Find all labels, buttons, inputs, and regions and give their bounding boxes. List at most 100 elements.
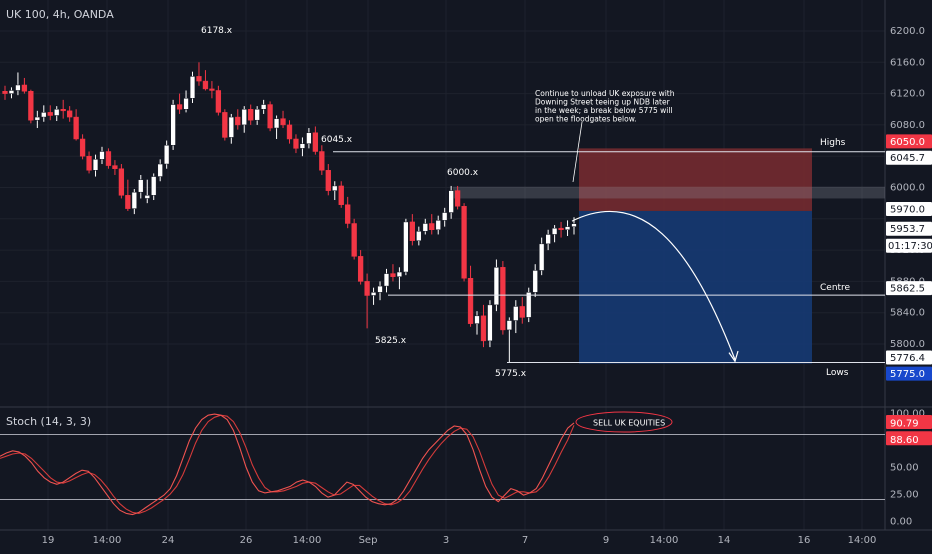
commentary-line: open the floodgates below. xyxy=(535,115,637,124)
stoch-tick-label: 50.00 xyxy=(890,463,919,474)
candle-body xyxy=(545,234,551,245)
candle-body xyxy=(176,104,183,110)
candle-body xyxy=(448,190,454,213)
candle-body xyxy=(416,231,422,241)
candle-body xyxy=(558,227,564,231)
candle-body xyxy=(493,267,500,306)
label-lows: Lows xyxy=(826,368,849,378)
projection-arrowhead xyxy=(728,350,739,363)
candle-body xyxy=(506,320,512,331)
candle-body xyxy=(474,315,480,324)
price-tag-text-p5775: 5775.0 xyxy=(890,369,925,380)
time-tick-label: 3 xyxy=(443,535,449,546)
candle-body xyxy=(325,170,331,191)
price-tag-p5775 xyxy=(886,366,932,381)
candle-body xyxy=(370,292,377,296)
candle-body xyxy=(332,185,338,191)
candle-body xyxy=(92,159,99,171)
candle-body xyxy=(293,138,299,149)
candle-body xyxy=(73,116,79,140)
candle-body xyxy=(396,271,403,277)
commentary-line: Continue to unload UK exposure with xyxy=(535,89,675,98)
price-tag-p5953 xyxy=(886,221,932,236)
candle-body xyxy=(125,195,131,209)
candle-body xyxy=(241,109,247,126)
candle-body xyxy=(183,98,189,110)
price-tag-text-p5862: 5862.5 xyxy=(890,284,925,295)
candle-body xyxy=(235,116,241,126)
price-tag-text-p5776: 5776.4 xyxy=(890,353,925,364)
time-tick-label: 26 xyxy=(240,535,253,546)
time-tick-label: 9 xyxy=(603,535,609,546)
candle-body xyxy=(86,155,92,171)
time-tick-label: 14:00 xyxy=(848,535,877,546)
stoch-tick-label: 100.00 xyxy=(890,409,925,420)
candle-body xyxy=(480,315,487,342)
time-tick-label: 14:00 xyxy=(650,535,679,546)
stoch-d-line xyxy=(0,414,575,514)
candle-body xyxy=(422,223,428,232)
time-tick-label: Sep xyxy=(359,535,378,546)
candle-body xyxy=(144,195,150,199)
candle-body xyxy=(435,220,441,231)
candle-body xyxy=(345,204,351,224)
stoch-tick-label: 25.00 xyxy=(890,490,919,501)
candle-body xyxy=(34,116,40,121)
target-zone xyxy=(579,210,812,364)
candle-body xyxy=(539,243,545,271)
candle-body xyxy=(131,191,137,209)
candle-body xyxy=(157,163,163,177)
candle-body xyxy=(377,285,383,293)
candle-body xyxy=(312,132,319,152)
price-tag-text-p6050: 6050.0 xyxy=(890,137,925,148)
projection-curve xyxy=(571,210,736,360)
candle-body xyxy=(467,278,474,324)
candle-body xyxy=(461,206,467,279)
time-tick-label: 7 xyxy=(522,535,528,546)
candle-body xyxy=(409,221,416,241)
candle-body xyxy=(286,124,293,140)
sell-zone xyxy=(579,148,812,211)
annotation-a6178: 6178.x xyxy=(201,26,233,36)
candle-body xyxy=(319,151,325,171)
label-highs: Highs xyxy=(820,138,846,148)
candle-body xyxy=(564,226,571,231)
candle-body xyxy=(357,256,364,282)
candle-body xyxy=(170,104,176,146)
candle-body xyxy=(383,273,390,287)
candle-body xyxy=(209,88,215,91)
candle-body xyxy=(60,109,66,112)
price-tick-label: 6000.0 xyxy=(890,183,925,194)
price-tick-label: 6160.0 xyxy=(890,57,925,68)
price-tag-text-p6045: 6045.7 xyxy=(890,153,925,164)
time-tick-label: 14 xyxy=(718,535,731,546)
candle-body xyxy=(267,104,273,129)
candle-body xyxy=(112,165,118,169)
label-centre: Centre xyxy=(820,283,851,293)
annotation-a5825: 5825.x xyxy=(375,336,407,346)
price-tick-label: 6080.0 xyxy=(890,120,925,131)
candle-body xyxy=(338,185,344,205)
time-tick-label: 19 xyxy=(42,535,55,546)
candle-body xyxy=(67,110,73,118)
candle-body xyxy=(15,84,21,91)
stoch-k-tag-text: 90.79 xyxy=(890,418,919,429)
candle-body xyxy=(215,90,222,113)
candle-body xyxy=(47,112,53,116)
candle-body xyxy=(306,132,312,144)
candle-body xyxy=(390,273,396,277)
candle-body xyxy=(442,212,448,221)
commentary-line: Downing Street teeing up NDB later xyxy=(535,98,671,107)
countdown-tag xyxy=(886,238,932,253)
candle-body xyxy=(54,109,60,116)
candle-body xyxy=(500,267,506,331)
candle-body xyxy=(364,281,370,296)
candle-body xyxy=(280,118,286,126)
price-tag-p5970 xyxy=(886,201,932,216)
time-tick-label: 24 xyxy=(162,535,175,546)
candle-body xyxy=(196,76,202,82)
time-tick-label: 16 xyxy=(798,535,811,546)
time-tick-label: 14:00 xyxy=(293,535,322,546)
